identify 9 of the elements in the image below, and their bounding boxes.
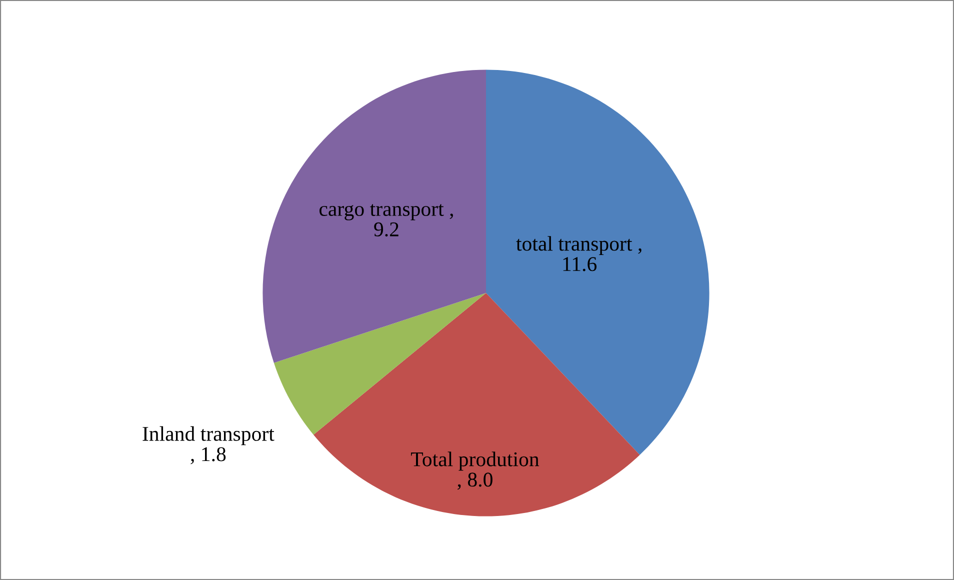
data-label: , 8.0 [458,472,492,490]
pie-slice [313,293,640,516]
slice-label: total transport , 11.6 [516,236,642,272]
pie-slice [274,293,486,435]
slice-label: cargo transport , 9.2 [319,204,453,236]
pie-slice [262,70,486,363]
data-label: , 1.8 [190,447,226,464]
slice-label: Total prodution [411,452,540,471]
slice-label: Inland transport [142,426,274,446]
